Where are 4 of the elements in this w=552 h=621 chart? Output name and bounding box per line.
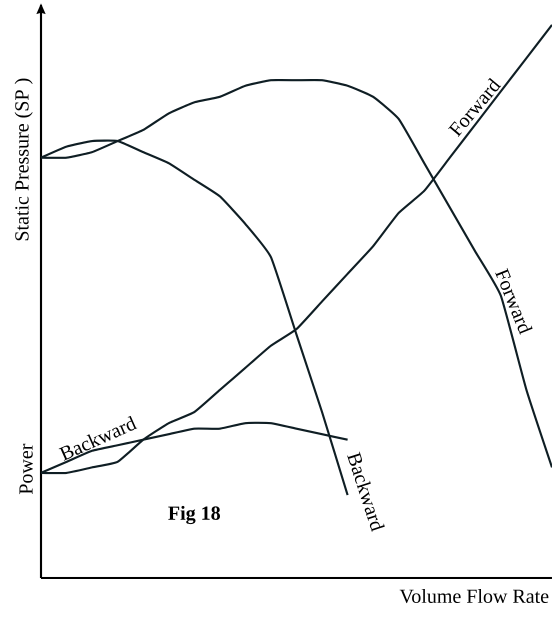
annotation: Fig 18 — [168, 506, 220, 524]
text: Power — [19, 444, 33, 494]
x-axis-title: Volume Flow Rate — [400, 588, 548, 604]
y-axis-title: Static Pressure (SP ) — [14, 78, 33, 240]
